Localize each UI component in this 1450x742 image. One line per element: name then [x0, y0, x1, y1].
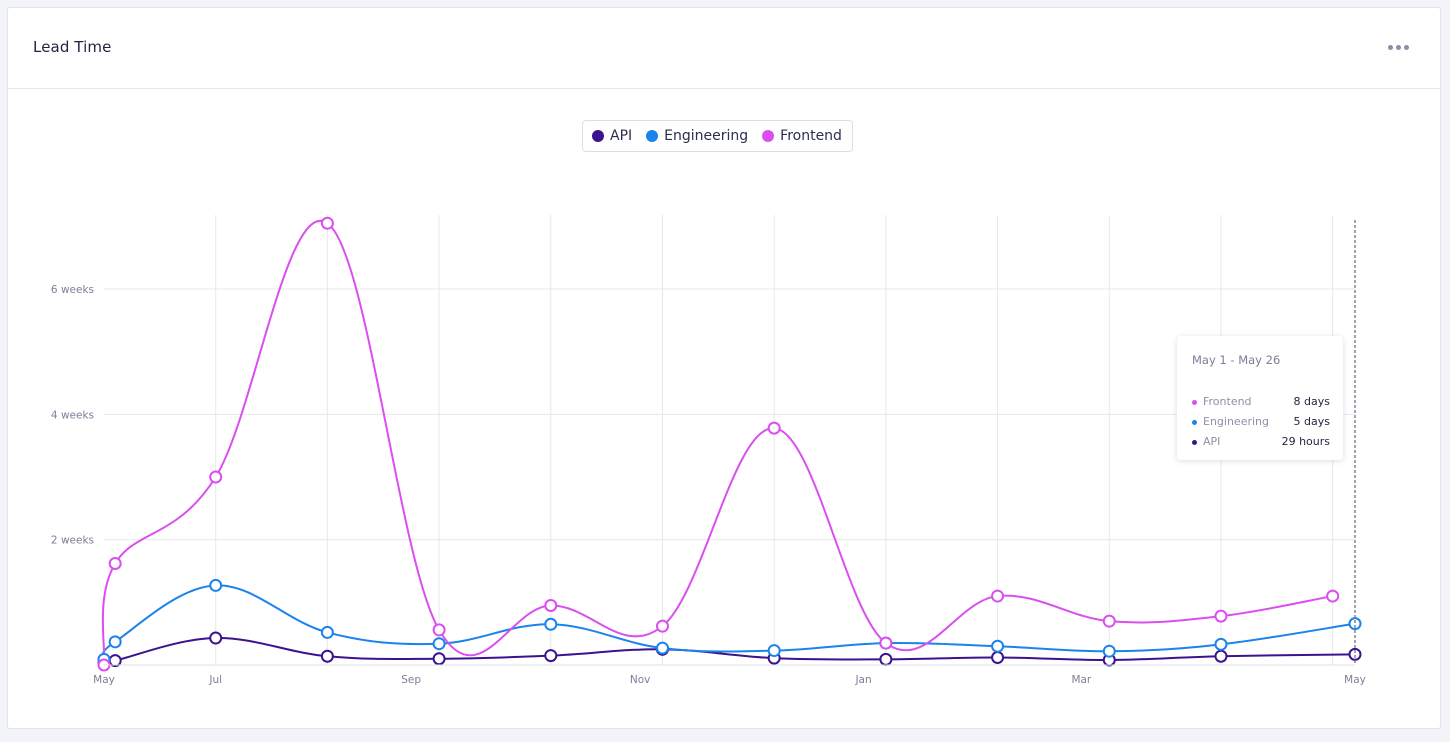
data-point-frontend[interactable] — [544, 598, 558, 612]
tooltip-row-engineering: Engineering 5 days — [1192, 414, 1330, 430]
data-point-frontend[interactable] — [209, 470, 223, 484]
data-point-frontend[interactable] — [108, 556, 122, 570]
chart-legend: API Engineering Frontend — [582, 120, 853, 152]
data-point-frontend[interactable] — [432, 623, 446, 637]
tooltip-dot-api — [1192, 440, 1197, 445]
data-point-engineering[interactable] — [108, 635, 122, 649]
data-point-api[interactable] — [108, 654, 122, 668]
legend-item-frontend[interactable]: Frontend — [762, 128, 842, 144]
data-point-frontend[interactable] — [767, 421, 781, 435]
tooltip-series-name: Frontend — [1203, 395, 1252, 408]
legend-swatch-api — [592, 130, 604, 142]
data-point-frontend[interactable] — [991, 589, 1005, 603]
legend-label: Frontend — [780, 128, 842, 144]
data-point-engineering[interactable] — [655, 641, 669, 655]
legend-swatch-engineering — [646, 130, 659, 142]
tooltip-series-name: API — [1203, 435, 1221, 448]
data-point-api[interactable] — [209, 631, 223, 645]
card-title: Lead Time — [33, 38, 112, 56]
series-markers — [97, 216, 1362, 672]
more-horizontal-icon-dot — [1404, 45, 1409, 50]
x-tick-label: May — [1344, 674, 1366, 686]
data-point-api[interactable] — [991, 650, 1005, 664]
y-tick-label: 2 weeks — [51, 535, 94, 547]
more-horizontal-icon — [1388, 45, 1393, 50]
data-point-engineering[interactable] — [767, 644, 781, 658]
legend-swatch-frontend — [762, 130, 775, 142]
axes: 2 weeks 4 weeks 6 weeks May Jul Sep Nov Jan Mar M… — [51, 220, 1366, 686]
tooltip-dot-frontend — [1192, 400, 1197, 405]
legend-label: Engineering — [664, 128, 749, 144]
y-tick-label: 6 weeks — [51, 284, 94, 296]
data-point-api[interactable] — [432, 652, 446, 666]
data-point-frontend[interactable] — [655, 619, 669, 633]
data-point-engineering[interactable] — [432, 637, 446, 651]
legend-item-api[interactable]: API — [592, 128, 632, 144]
tooltip-row-api: API 29 hours — [1192, 434, 1330, 450]
data-point-engineering[interactable] — [544, 617, 558, 631]
tooltip-title: May 1 - May 26 — [1192, 353, 1281, 367]
card-header: Lead Time — [8, 8, 1440, 89]
tooltip-series-value: 29 hours — [1281, 435, 1330, 448]
more-options-button[interactable] — [1385, 36, 1415, 58]
chart-tooltip: May 1 - May 26 Frontend 8 days Engineeri… — [1177, 336, 1343, 460]
x-tick-label: Nov — [630, 674, 651, 686]
data-point-engineering[interactable] — [320, 625, 334, 639]
y-tick-label: 4 weeks — [51, 409, 94, 421]
x-tick-label: Jul — [208, 674, 222, 686]
data-point-api[interactable] — [1348, 647, 1362, 661]
data-point-engineering[interactable] — [209, 578, 223, 592]
x-tick-label: Mar — [1071, 674, 1091, 686]
tooltip-series-value: 8 days — [1293, 395, 1330, 408]
data-point-frontend[interactable] — [879, 636, 893, 650]
tooltip-dot-engineering — [1192, 420, 1197, 425]
data-point-engineering[interactable] — [1214, 637, 1228, 651]
tooltip-row-frontend: Frontend 8 days — [1192, 394, 1330, 410]
legend-item-engineering[interactable]: Engineering — [646, 128, 748, 144]
grid — [104, 215, 1355, 665]
legend-label: API — [610, 128, 633, 144]
data-point-api[interactable] — [879, 652, 893, 666]
data-point-engineering[interactable] — [991, 639, 1005, 653]
data-point-frontend[interactable] — [320, 216, 334, 230]
data-point-engineering[interactable] — [1348, 617, 1362, 631]
tooltip-series-value: 5 days — [1293, 415, 1330, 428]
data-point-api[interactable] — [320, 649, 334, 663]
data-point-frontend[interactable] — [1326, 589, 1340, 603]
series-line-frontend — [101, 219, 1333, 666]
data-point-frontend[interactable] — [1214, 609, 1228, 623]
tooltip-series-name: Engineering — [1203, 415, 1269, 428]
x-tick-label: Sep — [401, 674, 421, 686]
data-point-api[interactable] — [544, 649, 558, 663]
x-tick-label: Jan — [854, 674, 871, 686]
more-horizontal-icon-dot — [1396, 45, 1401, 50]
series-lines — [101, 219, 1356, 666]
data-point-frontend[interactable] — [1102, 614, 1116, 628]
x-tick-label: May — [93, 674, 115, 686]
data-point-engineering[interactable] — [1102, 644, 1116, 658]
data-point-api[interactable] — [1214, 649, 1228, 663]
